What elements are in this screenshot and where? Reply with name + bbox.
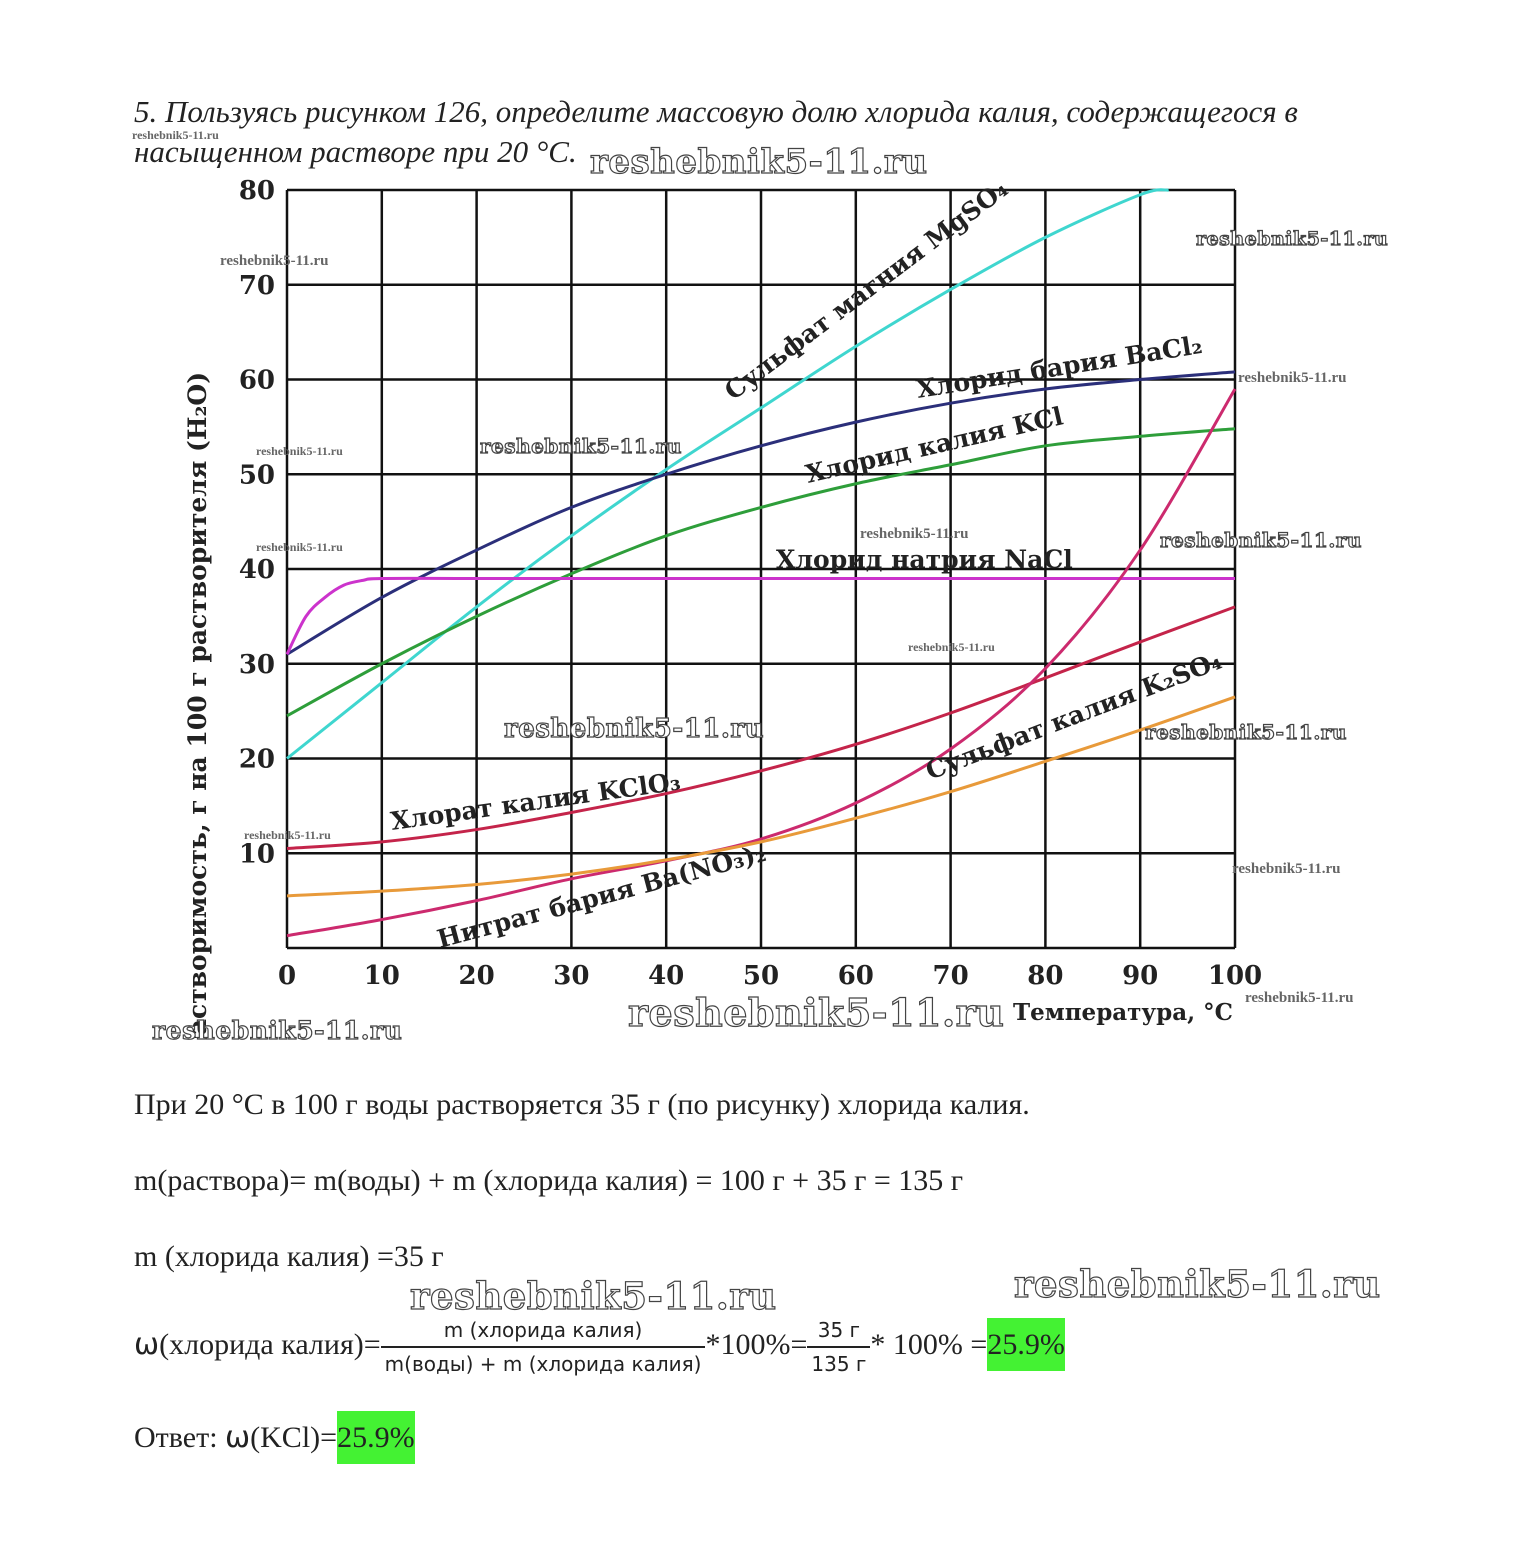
x-tick-label: 60 — [838, 961, 874, 991]
x-tick-label: 70 — [933, 961, 969, 991]
fraction-denominator: m(воды) + m (хлорида калия) — [384, 1352, 702, 1376]
watermark: reshebnik5-11.ru — [1245, 990, 1354, 1006]
solubility-chart: 0 10 20 30 40 50 60 70 80 90 100 10 20 30 40 50 60 70 80 Р… — [183, 174, 1262, 1038]
y-tick-label: 40 — [239, 555, 275, 585]
watermark: reshebnik5-11.ru — [479, 433, 682, 458]
watermark: reshebnik5-11.ru — [151, 1015, 403, 1045]
result-highlight: 25.9% — [987, 1317, 1065, 1371]
omega-symbol: ω — [225, 1420, 251, 1455]
x-tick-label: 90 — [1122, 961, 1158, 991]
watermark: reshebnik5-11.ru — [409, 1273, 777, 1318]
curve-series-0 — [286, 188, 1169, 760]
watermark: reshebnik5-11.ru — [1195, 227, 1389, 250]
watermark: reshebnik5-11.ru — [860, 526, 969, 542]
x-tick-label: 30 — [553, 961, 589, 991]
omega-formula: ω(хлорида калия)= m (хлорида калия) m(воды… — [134, 1317, 1065, 1376]
chart-curves — [285, 188, 1237, 938]
watermark: reshebnik5-11.ru — [220, 253, 329, 269]
watermark: reshebnik5-11.ru — [1144, 719, 1347, 744]
label-kcl: Хлорид калия KCl — [803, 401, 1066, 488]
y-tick-label: 10 — [239, 839, 275, 869]
curve-labels: Сульфат магния MgSO₄ Хлорид бария BaCl₂ … — [389, 174, 1226, 954]
watermark: reshebnik5-11.ru — [1013, 1261, 1381, 1306]
watermark: reshebnik5-11.ru — [589, 141, 928, 182]
y-tick-label: 50 — [239, 460, 275, 490]
watermark: reshebnik5-11.ru — [1238, 370, 1347, 386]
x-tick-label: 80 — [1027, 961, 1063, 991]
omega-lhs: (хлорида калия)= — [159, 1327, 381, 1361]
watermark: reshebnik5-11.ru — [1232, 861, 1341, 877]
y-tick-label: 70 — [239, 271, 275, 301]
label-bacl2: Хлорид бария BaCl₂ — [914, 330, 1204, 404]
x-tick-label: 20 — [459, 961, 495, 991]
y-tick-label: 20 — [239, 745, 275, 775]
x-tick-label: 0 — [278, 961, 296, 991]
solution-line-3: m (хлорида калия) =35 г — [134, 1240, 444, 1273]
omega-symbol: ω — [134, 1326, 160, 1362]
answer-highlight: 25.9% — [337, 1411, 415, 1464]
label-bano3: Нитрат бария Ba(NO₃)₂ — [434, 838, 769, 954]
answer-prefix: Ответ: — [134, 1421, 226, 1454]
x-tick-label: 40 — [648, 961, 684, 991]
fraction-numerator: m (хлорида калия) — [380, 1318, 706, 1348]
solution-line-1: При 20 °С в 100 г воды растворяется 35 г… — [134, 1088, 1030, 1121]
curve-series-5 — [286, 388, 1237, 938]
watermark: reshebnik5-11.ru — [1159, 527, 1362, 552]
solution-line-2: m(раствора)= m(воды) + m (хлорида калия)… — [134, 1164, 964, 1197]
x-axis-label: Температура, °С — [1013, 999, 1233, 1026]
curve-series-4 — [286, 605, 1236, 851]
x-tick-label: 50 — [743, 961, 779, 991]
y-tick-label: 60 — [239, 366, 275, 396]
y-tick-label: 80 — [239, 176, 275, 206]
fraction-values: 35 г 135 г — [807, 1318, 871, 1376]
times-100-b: * 100% = — [870, 1327, 988, 1361]
curve-series-6 — [286, 695, 1236, 898]
curve-series-1 — [286, 370, 1236, 656]
watermark: reshebnik5-11.ru — [256, 444, 343, 458]
x-tick-label: 100 — [1208, 961, 1262, 991]
label-nacl: Хлорид натрия NaCl — [776, 545, 1073, 574]
curve-series-2 — [286, 427, 1236, 718]
watermark: reshebnik5-11.ru — [244, 828, 331, 842]
watermark: reshebnik5-11.ru — [908, 640, 995, 654]
question-text: 5. Пользуясь рисунком 126, определите ма… — [134, 94, 1298, 169]
curve-series-3 — [285, 576, 1235, 655]
watermark: reshebnik5-11.ru — [627, 989, 1005, 1035]
times-100: *100%= — [705, 1327, 808, 1361]
answer-line: Ответ: ω(KCl)=25.9% — [134, 1411, 415, 1464]
y-tick-label: 30 — [239, 650, 275, 680]
answer-formula: (KCl)= — [250, 1421, 338, 1454]
watermark: reshebnik5-11.ru — [256, 540, 343, 554]
fraction-denominator: 135 г — [811, 1352, 867, 1376]
y-axis-label: Растворимость, г на 100 г растворителя (… — [183, 372, 212, 1038]
label-kclo3: Хлорат калия KClO₃ — [389, 767, 683, 836]
fraction-numerator: 35 г — [807, 1318, 871, 1348]
chart-grid — [285, 188, 1237, 950]
chart-ticks: 0 10 20 30 40 50 60 70 80 90 100 10 20 30 40 50 60 70 80 — [239, 176, 1262, 991]
watermark: reshebnik5-11.ru — [503, 713, 765, 744]
watermark: reshebnik5-11.ru — [132, 128, 219, 142]
x-tick-label: 10 — [364, 961, 400, 991]
fraction-general: m (хлорида калия) m(воды) + m (хлорида ка… — [380, 1318, 706, 1376]
